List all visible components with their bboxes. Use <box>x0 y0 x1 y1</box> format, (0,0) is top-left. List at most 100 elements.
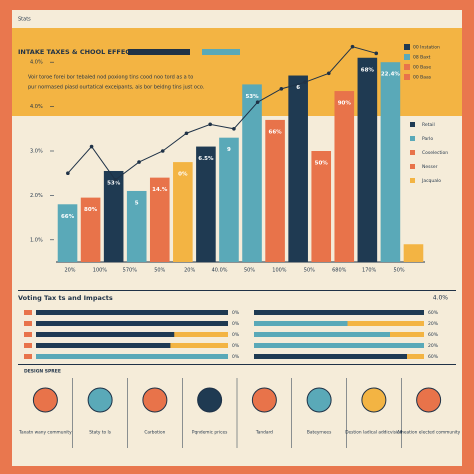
trend-point <box>303 80 307 84</box>
icon-caption: Taxatn wany community <box>18 430 72 436</box>
bar <box>288 75 308 263</box>
bar <box>242 84 262 263</box>
x-label: 20% <box>64 268 75 274</box>
legend-swatch <box>410 150 415 155</box>
y-tick-label: 2.0% <box>30 193 43 199</box>
y-tick-label: 4.0% <box>30 60 43 66</box>
legend-text: 08 Baxt <box>413 55 431 61</box>
x-label: 100% <box>272 268 287 274</box>
bar <box>311 151 332 262</box>
icon-caption: Tandard <box>255 430 273 436</box>
legend-swatch <box>404 64 410 70</box>
progress-bar <box>36 321 228 326</box>
icon <box>251 387 277 413</box>
bar-label: 90% <box>338 101 352 107</box>
legend-text: Parlo <box>422 136 433 142</box>
trend-point <box>184 131 189 136</box>
icon <box>306 387 332 413</box>
bar <box>80 197 101 262</box>
icon-caption: Pqndemic prices <box>192 430 228 436</box>
title: INTAKE TAXES & CHOOL EFFECT <box>18 48 135 56</box>
legend-text: 00 Base <box>413 65 431 71</box>
progress-bar <box>36 310 228 315</box>
bar <box>380 62 401 263</box>
bar-label: 66% <box>269 129 283 135</box>
x-label: 570% <box>123 268 138 274</box>
divider <box>18 290 456 291</box>
bar-label: 66% <box>61 214 75 220</box>
progress-label: 60% <box>428 354 439 360</box>
legend-swatch <box>410 178 415 183</box>
impacts-total: 4.0% <box>433 295 449 302</box>
y-tick-label: 3.0% <box>30 149 43 155</box>
y-tick-label: 1.0% <box>30 237 43 243</box>
bar-label: 14.% <box>152 187 168 193</box>
bar <box>357 57 378 263</box>
progress-bar <box>254 354 407 359</box>
bar <box>126 190 147 262</box>
impacts-title: Voting Tax ts and Impacts <box>18 294 113 302</box>
icon-caption: Carbotion <box>144 430 165 436</box>
legend-text: Jacqualo <box>421 178 441 184</box>
progress-label: 0% <box>232 321 240 327</box>
progress-label: 0% <box>232 310 240 316</box>
x-label: 50% <box>394 268 405 274</box>
trend-point <box>232 127 236 131</box>
marker <box>24 310 32 315</box>
progress-label: 0% <box>232 343 240 349</box>
icon-caption: Bateyrnees <box>307 430 332 436</box>
legend-text: 00 Baas <box>413 75 432 81</box>
trend-point <box>113 178 118 182</box>
trend-point <box>66 171 70 175</box>
bar <box>219 137 239 262</box>
title-bar <box>202 49 240 55</box>
progress-label: 20% <box>428 343 439 349</box>
title-bar <box>128 49 190 55</box>
trend-point <box>326 71 331 76</box>
marker <box>24 343 32 348</box>
legend-text: Coselection <box>422 150 448 156</box>
icon <box>32 387 58 413</box>
icon <box>142 387 168 413</box>
bar-label: 6 <box>296 85 300 91</box>
bar-label: 80% <box>84 207 98 213</box>
progress-label: 60% <box>428 332 439 338</box>
trend-point <box>374 51 379 56</box>
progress-bar <box>254 310 424 315</box>
trend-point <box>137 160 141 164</box>
progress-bar <box>254 343 424 348</box>
legend-swatch <box>404 74 410 80</box>
progress-bar <box>36 343 171 348</box>
x-label: 100% <box>93 268 108 274</box>
x-label: 680% <box>332 268 347 274</box>
bar-label: 50% <box>315 161 329 167</box>
x-label: 40.0% <box>212 268 228 274</box>
icon <box>361 387 387 413</box>
icon-caption: Staty to Is <box>89 430 112 436</box>
bar-label: 22.4% <box>381 72 401 78</box>
bar <box>334 91 355 262</box>
bar <box>196 146 216 262</box>
progress-bar <box>254 332 390 337</box>
icon <box>416 387 442 413</box>
legend-swatch <box>410 122 415 127</box>
icon <box>87 387 113 413</box>
x-label: 50% <box>304 268 315 274</box>
progress-label: 0% <box>232 332 240 338</box>
bar-label: 5 <box>135 200 139 206</box>
subtitle: Voir toroe forei bor tebaled nod poxiong… <box>28 75 193 81</box>
legend-swatch <box>404 54 410 60</box>
x-label: 50% <box>244 268 255 274</box>
bar-label: 68% <box>361 67 375 73</box>
legend-swatch <box>410 164 415 169</box>
bar <box>149 177 170 262</box>
trend-point <box>160 149 165 153</box>
progress-label: 0% <box>232 354 240 360</box>
progress-bar <box>36 332 175 337</box>
progress-label: 20% <box>428 321 439 327</box>
trend-point <box>279 87 284 91</box>
progress-bar <box>36 354 228 359</box>
trend-line <box>67 46 377 181</box>
trend-point <box>255 100 260 104</box>
